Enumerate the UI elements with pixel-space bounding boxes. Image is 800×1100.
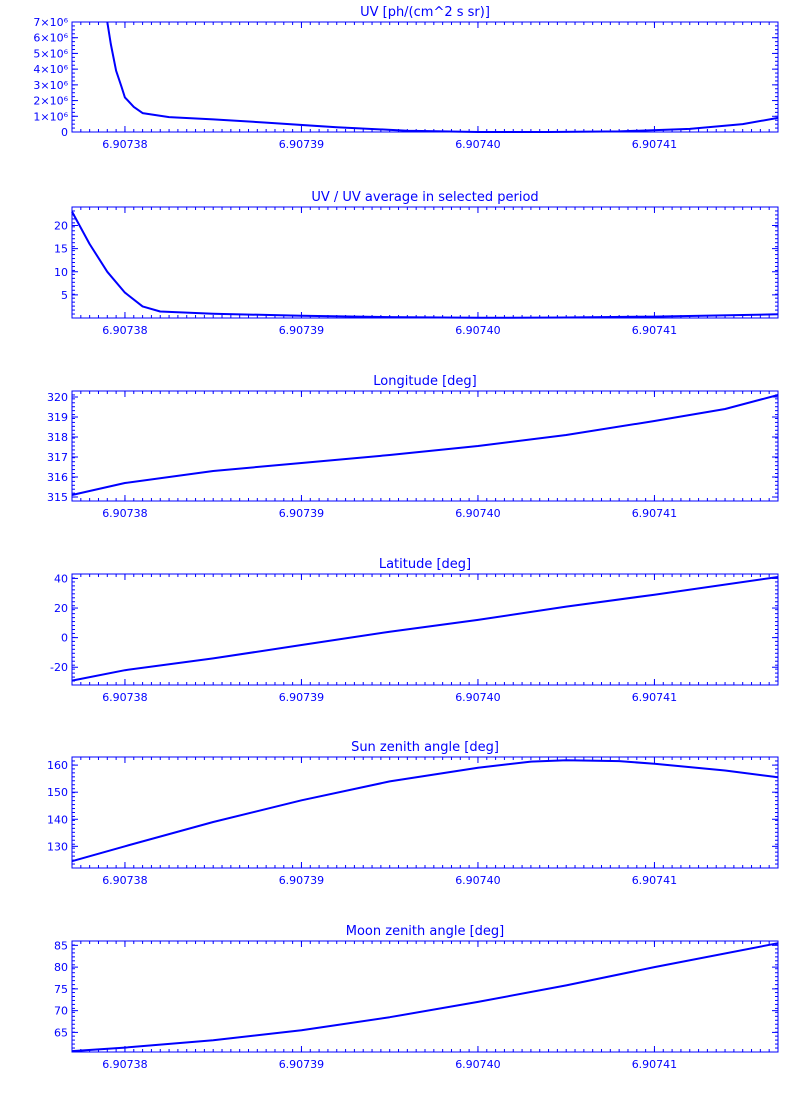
y-tick-label: 70: [54, 1005, 68, 1018]
chart-title: Sun zenith angle [deg]: [351, 740, 499, 755]
plot-frame: [71, 756, 779, 869]
y-tick-label: 0: [61, 632, 68, 645]
y-tick-label: 40: [54, 572, 68, 585]
series-line: [71, 942, 779, 1053]
chart-title: UV / UV average in selected period: [311, 190, 538, 205]
chart-title: Longitude [deg]: [373, 374, 476, 389]
x-tick-label: 6.90739: [279, 1058, 325, 1071]
chart-panel-3: Longitude [deg] 6.90738 6.90739 6.90740 6.90…: [47, 374, 779, 520]
y-tick-label: 320: [47, 391, 68, 404]
y-tick-label: 20: [54, 220, 68, 233]
y-tick-label: 140: [47, 813, 68, 826]
chart-panel-4: Latitude [deg] 6.90738 6.90739 6.90740 6.907…: [50, 557, 779, 704]
x-tick-label: 6.90739: [279, 507, 325, 520]
y-tick-label: 315: [47, 491, 68, 504]
x-tick-label: 6.90740: [455, 691, 501, 704]
plot-frame: [71, 206, 779, 319]
x-tick-label: 6.90739: [279, 324, 325, 337]
y-tick-label: 0: [61, 126, 68, 139]
series-line: [71, 576, 779, 682]
y-tick-label: 5×10⁶: [33, 47, 68, 60]
y-tick-label: 1×10⁶: [33, 110, 68, 123]
plot-frame: [71, 573, 779, 686]
x-tick-label: 6.90738: [102, 507, 148, 520]
y-tick-label: 20: [54, 602, 68, 615]
x-tick-label: 6.90741: [632, 874, 678, 887]
chart-panel-5: Sun zenith angle [deg] 6.90738 6.90739 6.90…: [47, 740, 779, 887]
y-tick-label: 150: [47, 786, 68, 799]
x-tick-label: 6.90738: [102, 691, 148, 704]
y-tick-label: 130: [47, 840, 68, 853]
x-tick-label: 6.90741: [632, 1058, 678, 1071]
y-tick-label: 15: [54, 243, 68, 256]
x-tick-label: 6.90739: [279, 138, 325, 151]
y-tick-label: 5: [61, 289, 68, 302]
series-line: [71, 394, 779, 496]
x-tick-label: 6.90738: [102, 138, 148, 151]
x-tick-label: 6.90740: [455, 324, 501, 337]
y-tick-label: 6×10⁶: [33, 32, 68, 45]
y-tick-label: 316: [47, 471, 68, 484]
chart-panel-2: UV / UV average in selected period 6.9073…: [54, 190, 779, 337]
y-tick-label: 317: [47, 451, 68, 464]
x-tick-label: 6.90741: [632, 691, 678, 704]
series-line: [71, 211, 779, 319]
chart-panel-1: UV [ph/(cm^2 s sr)] 6.90738 6.90739 6.90740…: [33, 5, 779, 151]
x-tick-label: 6.90740: [455, 507, 501, 520]
x-tick-label: 6.90740: [455, 874, 501, 887]
y-tick-label: 2×10⁶: [33, 95, 68, 108]
y-tick-label: 4×10⁶: [33, 63, 68, 76]
x-tick-label: 6.90741: [632, 324, 678, 337]
y-tick-label: 10: [54, 266, 68, 279]
x-tick-label: 6.90738: [102, 874, 148, 887]
x-tick-label: 6.90741: [632, 138, 678, 151]
chart-title: UV [ph/(cm^2 s sr)]: [360, 5, 490, 20]
x-tick-label: 6.90741: [632, 507, 678, 520]
y-tick-label: 3×10⁶: [33, 79, 68, 92]
x-tick-label: 6.90738: [102, 324, 148, 337]
y-tick-label: 85: [54, 939, 68, 952]
chart-title: Latitude [deg]: [379, 557, 471, 572]
plot-frame: [71, 940, 779, 1053]
chart-panel-6: Moon zenith angle [deg] 6.90738 6.90739 6.9…: [54, 924, 779, 1071]
y-tick-label: 160: [47, 759, 68, 772]
y-tick-label: 75: [54, 983, 68, 996]
plot-frame: [71, 21, 779, 133]
y-tick-label: -20: [50, 661, 68, 674]
series-line: [71, 759, 779, 863]
x-tick-label: 6.90740: [455, 1058, 501, 1071]
chart-title: Moon zenith angle [deg]: [346, 924, 504, 939]
x-tick-label: 6.90739: [279, 874, 325, 887]
x-tick-label: 6.90740: [455, 138, 501, 151]
y-tick-label: 318: [47, 431, 68, 444]
y-tick-label: 319: [47, 411, 68, 424]
y-tick-label: 80: [54, 961, 68, 974]
series-line: [106, 21, 779, 133]
plot-frame: [71, 390, 779, 502]
y-tick-label: 7×10⁶: [33, 16, 68, 29]
x-tick-label: 6.90738: [102, 1058, 148, 1071]
y-tick-label: 65: [54, 1026, 68, 1039]
x-tick-label: 6.90739: [279, 691, 325, 704]
